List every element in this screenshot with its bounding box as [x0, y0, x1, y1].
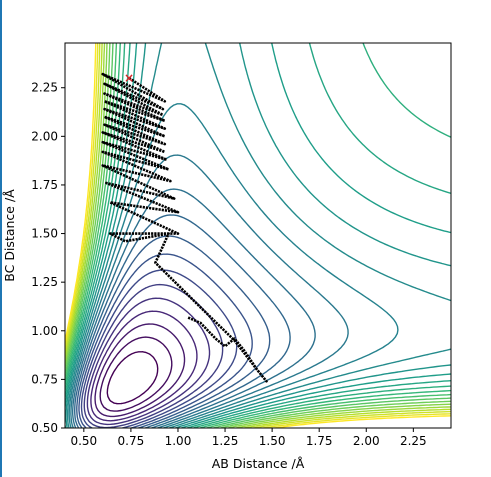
contour-level-0	[106, 351, 159, 405]
contour-level-11	[70, 154, 349, 428]
y-tick-label: 0.50	[31, 421, 58, 435]
contour-level-2	[94, 323, 186, 418]
x-tick-label: 1.25	[212, 434, 239, 448]
x-axis-ticks: 0.50 0.75 1.00 1.25 1.50 1.75 2.00 2.25	[70, 428, 427, 448]
contour-level-1	[99, 336, 173, 412]
x-axis-label: AB Distance /Å	[212, 456, 305, 471]
x-tick-label: 1.50	[259, 434, 286, 448]
y-tick-label: 2.25	[31, 81, 58, 95]
plot-frame	[64, 42, 452, 429]
y-tick-label: 1.25	[31, 275, 58, 289]
contour-level-8	[76, 235, 271, 428]
x-tick-label: 2.00	[353, 434, 380, 448]
page-left-edge	[0, 0, 2, 477]
x-tick-label: 0.50	[70, 434, 97, 448]
contour-lines	[65, 43, 451, 428]
x-tick-label: 1.00	[165, 434, 192, 448]
y-tick-label: 2.00	[31, 129, 58, 143]
x-tick-label: 0.75	[118, 434, 145, 448]
contour-level-9	[74, 214, 291, 428]
y-tick-label: 0.75	[31, 372, 58, 386]
contour-level-5	[83, 283, 224, 428]
contour-level-3	[90, 310, 198, 422]
x-tick-label: 1.75	[306, 434, 333, 448]
contour-level-7	[78, 253, 253, 428]
y-tick-label: 1.50	[31, 227, 58, 241]
contour-level-6	[80, 269, 238, 428]
trajectory-path	[101, 72, 268, 383]
trajectory-line	[101, 72, 268, 383]
x-tick-label: 2.25	[400, 434, 427, 448]
y-axis-ticks: 0.50 0.75 1.00 1.25 1.50 1.75 2.00 2.25	[31, 81, 65, 435]
contour-level-4	[86, 297, 211, 426]
y-axis-label: BC Distance /Å	[2, 189, 17, 282]
contour-level-10	[72, 188, 316, 428]
y-tick-label: 1.00	[31, 324, 58, 338]
start-marker: ×	[124, 71, 134, 85]
y-tick-label: 1.75	[31, 178, 58, 192]
